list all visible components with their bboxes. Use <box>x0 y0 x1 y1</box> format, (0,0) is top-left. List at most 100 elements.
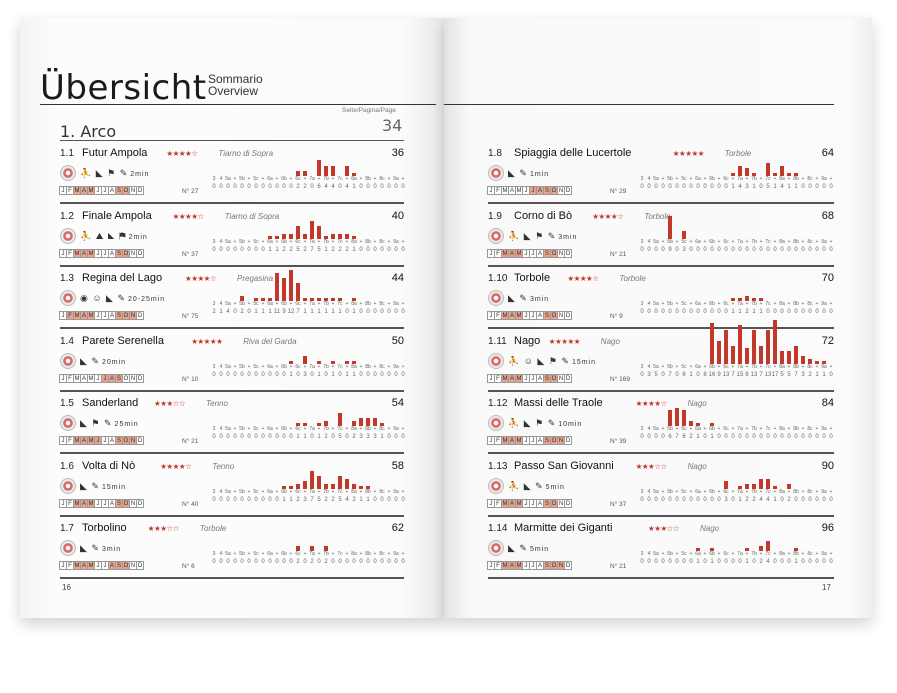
area-entry[interactable]: 1.1 Futur Ampola ★★★★☆ Tiarno di Sopra 36 ⛹ ◣… <box>59 147 405 210</box>
grade-label: 5b <box>239 238 245 245</box>
feature-icons-glyphs: ⛹ ⛰ ◣ ⚑ <box>80 230 127 241</box>
entry-page[interactable]: 70 <box>821 272 834 284</box>
grade-label: 7a <box>737 363 743 370</box>
entry-name[interactable]: Futur Ampola <box>82 147 148 159</box>
grade-bar <box>766 541 770 551</box>
grade-bar <box>759 345 763 364</box>
area-entry[interactable]: 1.14 Marmitte dei Giganti ★★★☆☆ Nago 96 ◣ ✎ 5m… <box>487 522 834 585</box>
grade-label: + <box>731 488 735 495</box>
entry-page[interactable]: 54 <box>391 397 404 409</box>
feature-icons-glyphs: ◣ ✎ <box>80 543 100 553</box>
grade-count: 0 <box>640 184 644 190</box>
grade-label: + <box>689 238 693 245</box>
grade-count: 0 <box>787 246 791 253</box>
grade-label: 7b <box>751 551 757 557</box>
entry-page[interactable]: 72 <box>821 334 834 347</box>
grade-label: + <box>689 488 693 495</box>
grade-label: 8a <box>779 551 785 557</box>
grade-count: 0 <box>815 309 819 315</box>
area-entry[interactable]: 1.10 Torbole ★★★★☆ Torbole 70 ◣ ✎ 3min J F M A M J J A… <box>487 272 834 335</box>
entry-page[interactable]: 40 <box>391 209 404 222</box>
entry-name[interactable]: Marmitte dei Giganti <box>514 522 613 534</box>
grade-bar <box>738 324 742 364</box>
entry-name[interactable]: Passo San Giovanni <box>514 459 614 472</box>
entry-name[interactable]: Nago <box>514 334 541 347</box>
entry-location: Torbole <box>724 149 752 158</box>
entry-name[interactable]: Torbole <box>514 272 551 284</box>
area-entry[interactable]: 1.7 Torbolino ★★★☆☆ Torbole 62 ◣ ✎ 3min J F M A M J J… <box>59 522 405 585</box>
grade-count: 5 <box>338 434 342 440</box>
entry-name[interactable]: Parete Serenella <box>82 334 164 347</box>
grade-bar <box>317 225 321 239</box>
grade-label: 5c <box>253 488 259 495</box>
entry-page[interactable]: 58 <box>391 459 404 472</box>
grade-label: + <box>703 488 707 495</box>
entry-page[interactable]: 36 <box>391 147 404 159</box>
grade-bar <box>359 485 363 489</box>
grade-count: 0 <box>345 434 349 440</box>
grade-bar <box>331 360 335 364</box>
area-entry[interactable]: 1.3 Regina del Lago ★★★★☆ Pregasina 44 ◉ ☺ ◣ … <box>59 270 405 335</box>
grade-label: + <box>745 176 749 182</box>
grade-count: 0 <box>324 371 328 378</box>
entry-page[interactable]: 62 <box>391 522 404 534</box>
area-entry[interactable]: 1.12 Massi delle Traole ★★★★☆ Nago 84 ⛹ ◣ ⚑ ✎… <box>487 397 834 460</box>
grade-label: 5c <box>253 238 259 245</box>
rating-stars: ★★★☆☆ <box>635 461 668 471</box>
feature-icons: ◉ ☺ ◣ ✎ 20-25min <box>80 293 165 304</box>
grade-count: 1 <box>261 309 265 315</box>
entry-page[interactable]: 96 <box>821 522 834 534</box>
grade-label: 8c <box>379 238 385 245</box>
area-entry[interactable]: 1.9 Corno di Bò ★★★★☆ Torbole 68 ⛹ ◣ ⚑ ✎ 3min J… <box>487 209 834 273</box>
entry-page[interactable]: 84 <box>821 397 834 409</box>
grade-count: 0 <box>787 309 791 315</box>
grade-label: 8b <box>793 363 799 370</box>
area-entry[interactable]: 1.6 Volta di Nò ★★★★☆ Tenno 58 ◣ ✎ 15min J F M A M J… <box>59 459 405 523</box>
entry-page[interactable]: 44 <box>391 272 404 284</box>
grade-label: + <box>289 363 293 370</box>
entry-page[interactable]: 68 <box>821 209 834 222</box>
grade-count: 0 <box>401 496 405 503</box>
grade-bar <box>759 478 763 489</box>
entry-page[interactable]: 50 <box>391 334 404 347</box>
area-entry[interactable]: 1.5 Sanderland ★★★☆☆ Tenno 54 ◣ ⚑ ✎ 25min J F M A M… <box>59 397 405 460</box>
entry-page[interactable]: 90 <box>821 459 834 472</box>
entry-name[interactable]: Finale Ampola <box>82 209 152 222</box>
entry-name[interactable]: Regina del Lago <box>82 272 163 284</box>
entry-name[interactable]: Corno di Bò <box>514 209 573 222</box>
entry-name[interactable]: Spiaggia delle Lucertole <box>514 147 632 159</box>
entry-page[interactable]: 64 <box>821 147 834 159</box>
entry-name[interactable]: Torbolino <box>82 522 127 534</box>
entry-location: Riva del Garda <box>243 336 297 346</box>
grade-count: 4 <box>345 184 349 190</box>
grade-label: + <box>787 363 791 370</box>
entry-name[interactable]: Massi delle Traole <box>514 397 603 409</box>
grade-label: 7b <box>751 176 757 182</box>
area-entry[interactable]: 1.4 Parete Serenella ★★★★★ Riva del Garda 50… <box>59 334 405 398</box>
grade-label: 3 <box>212 238 216 245</box>
area-entry[interactable]: 1.13 Passo San Giovanni ★★★☆☆ Nago 90 ⛹ ◣ ✎ 5m… <box>487 459 834 523</box>
grade-bar <box>310 470 314 489</box>
area-entry[interactable]: 1.11 Nago ★★★★★ Nago 72 ⛹ ☺ ◣ ⚑ ✎ 15min J F M A M J J… <box>487 319 834 398</box>
grade-count: 0 <box>661 309 665 315</box>
grade-count: 7 <box>668 371 672 378</box>
grade-count: 0 <box>696 184 700 190</box>
grade-count: 0 <box>668 309 672 315</box>
grade-label: 5c <box>681 301 687 307</box>
month-cell: D <box>136 373 144 383</box>
area-entry[interactable]: 1.2 Finale Ampola ★★★★☆ Tiarno di Sopra 40 ⛹ … <box>59 209 405 273</box>
grade-bar <box>317 423 321 426</box>
grade-bar <box>268 298 272 301</box>
entry-number: 1.9 <box>488 210 502 222</box>
grade-label: + <box>829 426 833 432</box>
grade-label: 6b <box>281 238 287 245</box>
entry-name[interactable]: Sanderland <box>82 397 139 409</box>
grade-count: 0 <box>640 496 644 503</box>
grade-bar <box>324 483 328 489</box>
area-entry[interactable]: 1.8 Spiaggia delle Lucertole ★★★★★ Torbole 6… <box>487 147 834 210</box>
entry-name[interactable]: Volta di Nò <box>82 459 136 472</box>
grade-bar <box>759 546 763 551</box>
grade-count: 0 <box>815 246 819 253</box>
